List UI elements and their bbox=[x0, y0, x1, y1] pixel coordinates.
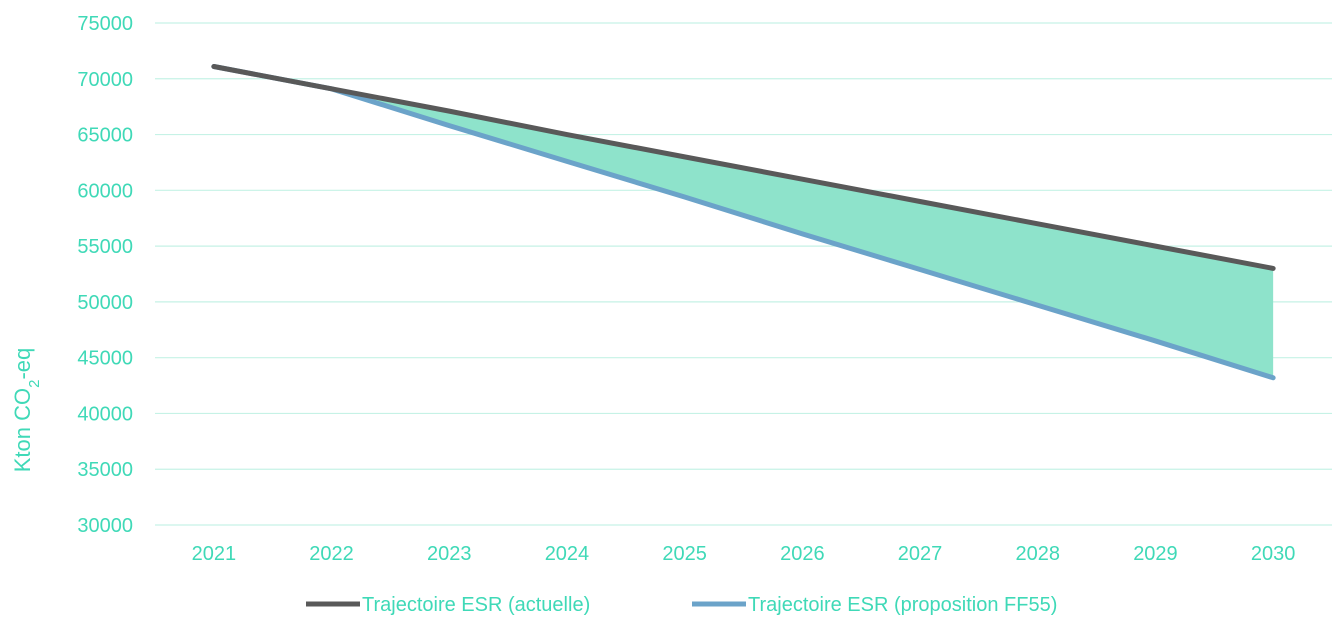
y-axis-ticks: 30000 35000 40000 45000 50000 55000 60000 65000… bbox=[77, 13, 133, 537]
series-line-actuelle bbox=[211, 64, 1276, 271]
y-tick-label: 35000 bbox=[77, 459, 133, 481]
y-tick-label: 50000 bbox=[77, 292, 133, 314]
y-tick-label: 55000 bbox=[77, 236, 133, 258]
series-line-ff55 bbox=[211, 64, 1276, 381]
x-tick-label: 2028 bbox=[1016, 543, 1061, 565]
grid-lines bbox=[155, 22, 1332, 526]
legend-item-actuelle: Trajectoire ESR (actuelle) bbox=[306, 594, 590, 616]
x-tick-label: 2022 bbox=[309, 543, 354, 565]
x-tick-label: 2030 bbox=[1251, 543, 1296, 565]
legend: Trajectoire ESR (actuelle) Trajectoire E… bbox=[306, 594, 1057, 616]
y-tick-label: 40000 bbox=[77, 403, 133, 425]
legend-item-ff55: Trajectoire ESR (proposition FF55) bbox=[692, 594, 1057, 616]
y-tick-label: 45000 bbox=[77, 348, 133, 370]
legend-label-ff55: Trajectoire ESR (proposition FF55) bbox=[748, 594, 1057, 616]
y-tick-label: 30000 bbox=[77, 515, 133, 537]
y-tick-label: 65000 bbox=[77, 125, 133, 147]
y-axis-title: Kton CO2-eq bbox=[10, 348, 43, 473]
y-tick-label: 75000 bbox=[77, 13, 133, 35]
fill-between-area bbox=[213, 66, 1274, 378]
x-tick-label: 2027 bbox=[898, 543, 943, 565]
x-tick-label: 2026 bbox=[780, 543, 825, 565]
x-tick-label: 2029 bbox=[1133, 543, 1178, 565]
y-tick-label: 60000 bbox=[77, 180, 133, 202]
x-tick-label: 2023 bbox=[427, 543, 472, 565]
x-axis-ticks: 2021 2022 2023 2024 2025 2026 2027 2028 2029 2030 bbox=[192, 543, 1296, 565]
y-tick-label: 70000 bbox=[77, 69, 133, 91]
legend-label-actuelle: Trajectoire ESR (actuelle) bbox=[362, 594, 590, 616]
difference-area bbox=[213, 66, 1274, 378]
x-tick-label: 2021 bbox=[192, 543, 237, 565]
x-tick-label: 2024 bbox=[545, 543, 590, 565]
series-lines bbox=[211, 64, 1276, 381]
x-tick-label: 2025 bbox=[662, 543, 707, 565]
